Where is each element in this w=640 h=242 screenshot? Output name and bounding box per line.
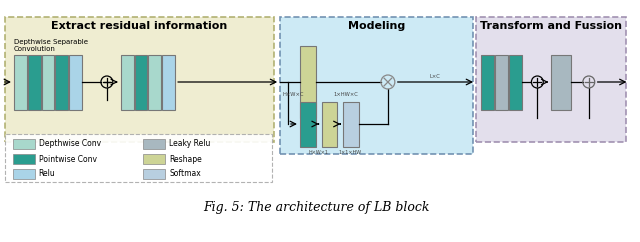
Bar <box>134 54 147 109</box>
Bar <box>121 54 134 109</box>
Text: Transform and Fussion: Transform and Fussion <box>480 21 622 31</box>
Bar <box>280 17 473 154</box>
Bar <box>495 54 508 109</box>
Text: Leaky Relu: Leaky Relu <box>169 139 211 149</box>
Text: Depthwise Separable
Convolution: Depthwise Separable Convolution <box>14 39 88 52</box>
Bar <box>481 54 494 109</box>
Text: Depthwise Conv: Depthwise Conv <box>38 139 100 149</box>
Bar <box>56 54 68 109</box>
Bar <box>509 54 522 109</box>
Bar <box>28 54 40 109</box>
Text: 1×1×HW: 1×1×HW <box>339 150 362 154</box>
Bar <box>148 54 161 109</box>
Bar <box>344 101 359 146</box>
Bar <box>13 169 35 179</box>
Text: Fig. 5: The architecture of LB block: Fig. 5: The architecture of LB block <box>204 201 430 213</box>
Bar <box>13 154 35 164</box>
Text: 1×HW×C: 1×HW×C <box>334 92 359 97</box>
Text: Modeling: Modeling <box>348 21 405 31</box>
Bar <box>14 54 27 109</box>
Bar <box>5 17 274 142</box>
Text: Softmax: Softmax <box>169 169 201 179</box>
Text: H×W×C: H×W×C <box>282 92 303 97</box>
Bar <box>476 17 627 142</box>
Text: Relu: Relu <box>38 169 55 179</box>
Bar <box>69 54 82 109</box>
Bar <box>300 46 316 118</box>
Bar <box>13 139 35 149</box>
Bar <box>551 54 571 109</box>
Bar <box>143 139 165 149</box>
Bar <box>42 54 54 109</box>
Bar <box>300 101 316 146</box>
Bar <box>143 169 165 179</box>
Text: H×W×1: H×W×1 <box>308 150 329 154</box>
Text: L×C: L×C <box>430 74 441 79</box>
Text: Reshape: Reshape <box>169 154 202 164</box>
Bar <box>5 134 272 182</box>
Text: Pointwise Conv: Pointwise Conv <box>38 154 97 164</box>
Bar <box>143 154 165 164</box>
Text: Extract residual information: Extract residual information <box>51 21 228 31</box>
Bar <box>322 101 337 146</box>
Bar <box>163 54 175 109</box>
